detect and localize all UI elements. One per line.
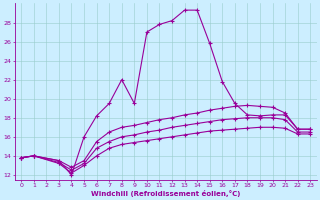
X-axis label: Windchill (Refroidissement éolien,°C): Windchill (Refroidissement éolien,°C) [91,190,240,197]
